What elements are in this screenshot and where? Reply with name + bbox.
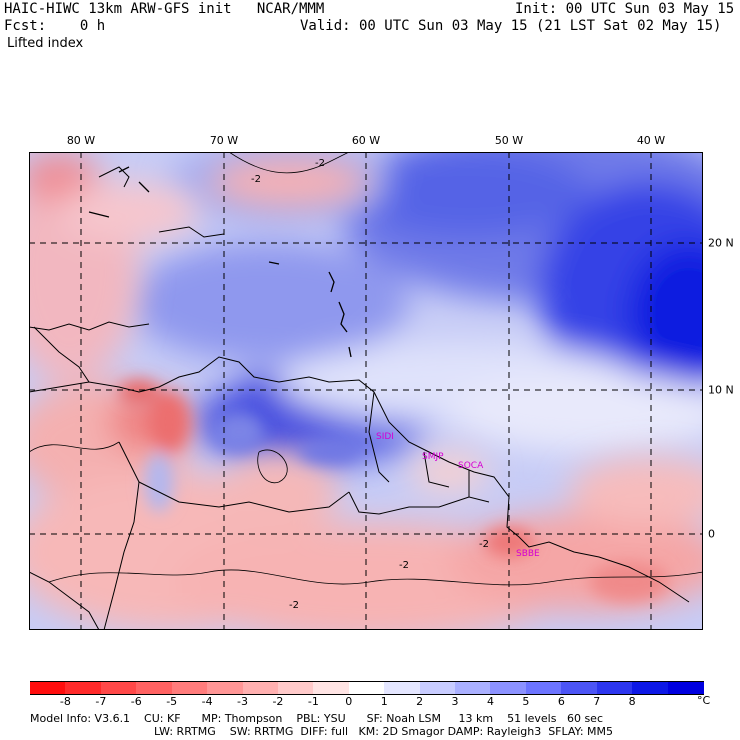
coastlines [29,166,690,630]
colorbar-cell [207,681,244,695]
colorbar-tick-label: 4 [486,695,494,708]
lon-label-80w: 80 W [66,134,96,147]
contour-label: -2 [251,174,261,185]
init-time: Init: 00 UTC Sun 03 May 15 [515,1,735,17]
site-label: SBBE [516,549,540,559]
colorbar-cell [171,681,208,695]
colorbar-tick-label: 2 [416,695,424,708]
contour-label: -2 [479,539,489,550]
colorbar-cell [525,681,562,695]
puerto-rico [268,261,280,265]
contour-lines [29,152,703,586]
colorbar-cell [419,681,456,695]
hispaniola-coast [158,226,225,238]
colorbar-tick-label: 3 [451,695,459,708]
colorbar-cell [455,681,492,695]
lesser-antilles-3 [348,346,352,358]
positive-field-layer [129,152,703,467]
colorbar-cell [242,681,279,695]
colorbar-cell [65,681,102,695]
suriname-border [423,451,450,488]
colorbar-cell [667,681,704,695]
contour-south [48,569,703,586]
lat-lon-grid [29,152,703,630]
caribbean-islands [88,166,352,358]
colorbar-tick-label: 0 [345,695,353,708]
lat-label-20n: 20 N [708,236,734,250]
site-label: SOCA [458,461,484,471]
colorbar-cell [100,681,137,695]
contour-label: -2 [315,158,325,169]
contour-label: -2 [289,600,299,611]
lon-label-50w: 50 W [494,134,524,147]
lon-label-60w: 60 W [351,134,381,147]
contour-venezuela [257,449,288,484]
cuba-south-coast [29,321,150,331]
field-name: Lifted index [7,36,84,51]
brazil-north-border [348,491,470,515]
lifted-index-map: -2 -2 -2 -2 -2 SIDI SMJP SOCA SBBE [29,152,703,630]
venezuela-brazil-border [138,481,350,513]
forecast-hour: Fcst: 0 h [4,18,106,34]
colorbar-cell [348,681,385,695]
colorbar-tick-label: -1 [307,695,319,708]
colorbar-tick-label: -7 [95,695,107,708]
colorbar-tick-label: 6 [557,695,565,708]
valid-time: Valid: 00 UTC Sun 03 May 15 (21 LST Sat … [300,18,722,34]
model-info-line1: Model Info: V3.6.1 CU: KF MP: Thompson P… [30,712,603,725]
contour-north [228,152,350,174]
lon-label-40w: 40 W [636,134,666,147]
cuba-north-coast [98,166,130,188]
site-label: SIDI [376,432,394,442]
bahamas [88,166,150,218]
colorbar-cell [30,681,66,695]
model-info-line2: LW: RRTMG SW: RRTMG DIFF: full KM: 2D Sm… [154,725,614,738]
colorbar-tick-label: -4 [201,695,213,708]
colorbar-cell [277,681,314,695]
colorbar-tick-label: -2 [272,695,284,708]
colorbar-cell [490,681,527,695]
colorbar-tick-label: -5 [166,695,178,708]
colorbar-tick-label: -6 [130,695,142,708]
colorbar-cell [384,681,421,695]
colorbar-cell [632,681,669,695]
guyana-border [368,391,390,483]
site-label: SMJP [422,452,444,462]
central-america-coast [33,326,90,383]
colorbar-cell [596,681,633,695]
colorbar-tick-label: -8 [59,695,71,708]
lon-label-70w: 70 W [209,134,239,147]
lat-label-10n: 10 N [708,383,734,397]
colorbar-tick-label: 8 [628,695,636,708]
colorbar-tick-label: 1 [380,695,388,708]
pacific-coast [29,571,100,630]
colorbar-cell [313,681,350,695]
lesser-antilles-2 [338,301,348,333]
contour-label-group: -2 -2 -2 -2 -2 [251,158,489,611]
andes-border [103,441,140,630]
lesser-antilles-1 [328,271,335,293]
colorbar-cell [561,681,598,695]
south-america-coast [29,356,690,603]
colorbar-tick-label: 5 [522,695,530,708]
contour-label: -2 [399,560,409,571]
contour-west [29,441,120,453]
colorbar-unit: °C [697,694,711,707]
field-detail-layer [119,380,669,602]
map-frame [29,152,703,630]
colorbar-tick-label: -3 [237,695,248,708]
colorbar-cell [136,681,173,695]
colorbar-tick-label: 7 [593,695,601,708]
lat-label-0: 0 [708,527,715,541]
plot-title: HAIC-HIWC 13km ARW-GFS init NCAR/MMM [4,1,325,17]
